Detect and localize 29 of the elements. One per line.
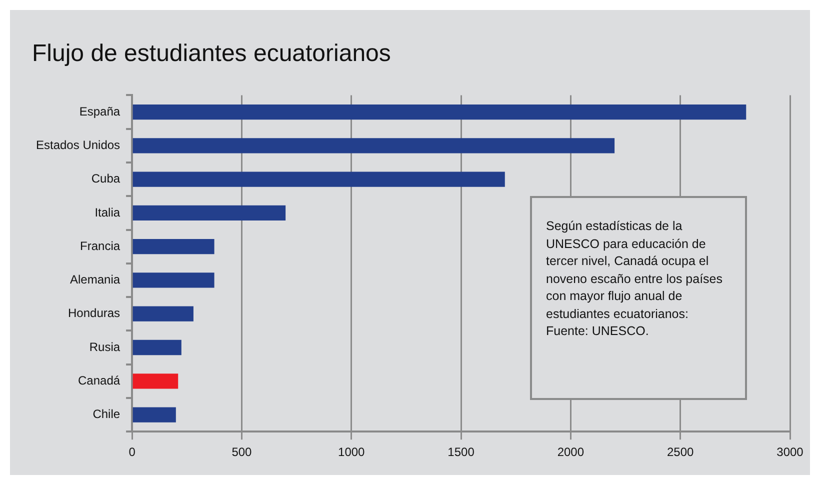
y-tick-label: Francia (80, 238, 120, 253)
y-tick-label: Alemania (70, 272, 120, 287)
x-tick-label: 1000 (338, 445, 366, 460)
y-tick-label: Rusia (89, 340, 120, 354)
chart-title: Flujo de estudiantes ecuatorianos (32, 40, 391, 68)
bar (132, 104, 746, 120)
bar (132, 272, 214, 288)
x-tick-label: 0 (128, 445, 136, 460)
bar (132, 374, 178, 389)
annotation: Según estadísticas de la UNESCO para educación de tercer nivel, Canadá ocupa el noveno escaño entre los países con mayor flujo anual de estudiantes ecuatorianos: Fuente: UNESCO. (546, 218, 724, 340)
y-tick-label: Cuba (91, 172, 120, 186)
bar (132, 407, 176, 422)
y-tick-label: Honduras (68, 306, 120, 320)
bar (132, 306, 194, 322)
y-tick-label: Chile (92, 407, 120, 422)
y-tick-label: Italia (94, 205, 120, 220)
bar (132, 205, 286, 221)
bar (132, 172, 505, 187)
x-tick-label: 500 (232, 445, 252, 460)
y-tick-label: Canadá (78, 373, 120, 388)
bar (132, 138, 615, 154)
bar (132, 239, 214, 254)
bar (132, 340, 182, 356)
x-tick-label: 3000 (776, 445, 804, 460)
x-tick-label: 2000 (557, 445, 584, 460)
x-tick-label: 1500 (448, 445, 475, 460)
x-tick-label: 2500 (666, 445, 694, 460)
y-tick-label: España (79, 104, 120, 118)
y-tick-label: Estados Unidos (36, 138, 120, 152)
